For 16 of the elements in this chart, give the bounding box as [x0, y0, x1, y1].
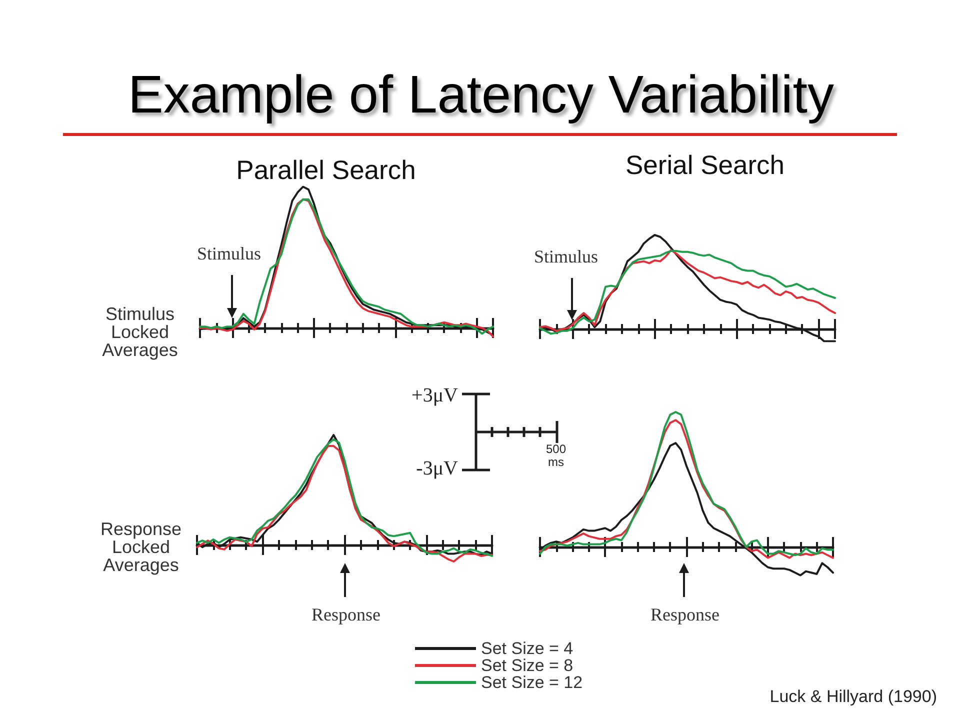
chart-title: Parallel Search [236, 155, 416, 185]
chart-title: Serial Search [625, 150, 785, 180]
text: Response [312, 604, 380, 626]
annotation: 500 ms [544, 442, 568, 469]
annotation: Stimulus [196, 244, 262, 264]
text: Example of Latency Variability [128, 64, 834, 126]
text: Response [650, 604, 720, 626]
legend-label: Set Size = 12 [481, 673, 583, 692]
text: Luck & Hillyard (1990) [770, 687, 937, 707]
text: +3μV [412, 384, 458, 408]
annotation: Stimulus [534, 246, 598, 268]
legend-label: Set Size = 4 [481, 639, 574, 658]
y-axis-title: Stimulus Locked Averages [101, 304, 179, 360]
legend-label: Set Size = 8 [481, 656, 574, 675]
annotation: -3μV [416, 458, 458, 480]
y-axis-title: Response Locked Averages [99, 519, 183, 575]
